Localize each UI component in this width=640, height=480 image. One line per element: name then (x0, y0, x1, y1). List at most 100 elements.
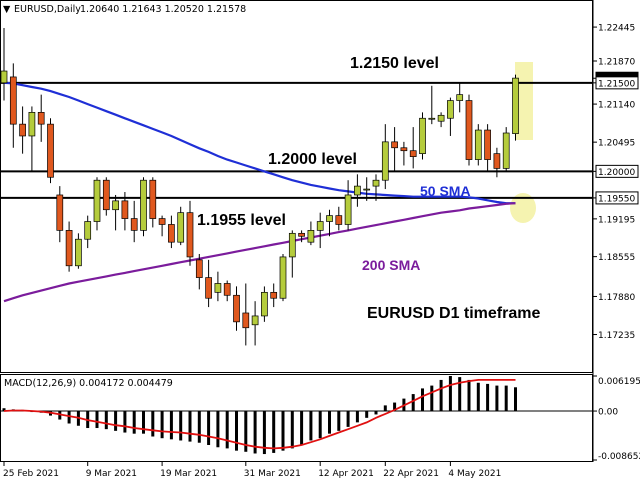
macd-histogram-bar (169, 411, 173, 440)
macd-histogram-bar (179, 411, 183, 441)
bull-candle-body (93, 179, 101, 222)
price-tick-label: 1.18555 (598, 253, 635, 263)
bull-candle-body (214, 283, 222, 293)
price-tick-label: 1.21140 (598, 101, 635, 111)
macd-histogram-bar (197, 411, 201, 443)
macd-histogram-bar (504, 385, 508, 412)
bear-candle-body (400, 147, 408, 152)
bull-candle-body (251, 315, 259, 326)
macd-histogram-bar (439, 379, 443, 412)
bear-candle-body (223, 283, 231, 296)
sma200-line (3, 202, 516, 303)
bull-candle-body (307, 230, 315, 243)
time-tick-label: 12 Apr 2021 (318, 469, 374, 479)
level-label-12150: 1.2150 level (350, 55, 439, 72)
macd-histogram-bar (67, 411, 71, 424)
macd-histogram-bar (383, 405, 387, 412)
bull-candle-body (288, 232, 296, 258)
bull-candle-body (372, 179, 380, 187)
macd-tick-label: 0.00 (598, 408, 618, 418)
timeframe-annotation: EURUSD D1 timeframe (367, 305, 540, 322)
macd-histogram-bar (272, 411, 276, 453)
macd-histogram-bar (514, 387, 517, 412)
macd-histogram-bar (235, 411, 238, 451)
price-tag-box (595, 76, 639, 90)
macd-histogram-bar (225, 411, 229, 449)
highlight-last-candle (515, 62, 533, 140)
bull-candle-body (279, 256, 287, 299)
macd-histogram-bar (318, 411, 322, 439)
bull-candle-body (437, 114, 445, 122)
bear-candle-body (186, 212, 194, 258)
price-tick-label: 1.17880 (598, 293, 635, 303)
time-tick-label: 9 Mar 2021 (86, 469, 137, 479)
macd-histogram-bar (95, 411, 99, 429)
macd-histogram-bar (253, 411, 257, 454)
bear-candle-body (9, 76, 17, 125)
highlight-sma-cross (510, 193, 536, 223)
macd-histogram-bar (188, 411, 192, 442)
bull-candle-body (0, 70, 8, 84)
bear-candle-body (242, 312, 250, 329)
bear-candle-body (205, 277, 212, 299)
bear-candle-body (465, 100, 473, 160)
price-tick-label: 1.20495 (598, 139, 635, 149)
macd-histogram-bar (104, 411, 108, 430)
macd-histogram-bar (142, 411, 145, 434)
bull-candle-body (112, 200, 119, 211)
bull-candle-body (28, 112, 36, 137)
bull-candle-body (502, 132, 510, 169)
price-tick-label: 1.21870 (598, 58, 635, 68)
macd-histogram-bar (355, 411, 359, 423)
bear-candle-body (121, 200, 129, 219)
bull-candle-body (447, 100, 454, 119)
bear-candle-body (168, 224, 175, 243)
symbol-label: EURUSD,Daily (14, 4, 81, 15)
macd-histogram-bar (151, 411, 155, 437)
price-tick-label: 1.19195 (598, 215, 635, 225)
macd-histogram-bar (486, 383, 490, 412)
macd-histogram-bar (337, 411, 341, 431)
bear-candle-body (47, 123, 54, 178)
macd-histogram-bar (290, 411, 294, 449)
bull-candle-body (456, 94, 464, 101)
bear-candle-body (335, 215, 343, 225)
macd-histogram-bar (421, 388, 424, 412)
macd-histogram-bar (411, 394, 415, 412)
bull-candle-body (363, 188, 371, 191)
macd-histogram-bar (281, 411, 285, 451)
macd-histogram-bar (300, 411, 304, 445)
macd-histogram-bar (328, 411, 331, 434)
macd-histogram-bar (262, 411, 266, 455)
macd-histogram-bar (160, 411, 164, 439)
bear-candle-body (149, 179, 157, 219)
sma200-label: 200 SMA (362, 257, 420, 273)
sma50-line (3, 81, 516, 205)
price-tick-label: 1.17235 (598, 331, 635, 341)
bear-candle-body (102, 179, 110, 211)
bull-candle-body (474, 129, 482, 160)
bear-candle-body (130, 218, 138, 231)
macd-histogram-bar (374, 411, 378, 415)
collapse-arrow-icon[interactable]: ▼ (3, 4, 11, 15)
macd-signal-line (3, 378, 516, 450)
bull-candle-body (75, 238, 82, 267)
macd-histogram-bar (476, 382, 480, 412)
macd-histogram-bar (346, 411, 350, 427)
macd-histogram-bar (495, 385, 499, 412)
ohlc-readout: 1.20640 1.21643 1.20520 1.21578 (80, 4, 246, 15)
bull-candle-body (140, 179, 147, 231)
macd-histogram-bar (458, 377, 462, 412)
bull-candle-body (84, 221, 92, 240)
bull-candle-body (326, 215, 333, 222)
bull-candle-body (261, 291, 268, 317)
bull-candle-body (316, 221, 324, 231)
price-tag-box (595, 164, 639, 178)
bull-candle-body (381, 141, 389, 181)
macd-tick-label: -0.008652 (598, 452, 640, 462)
bear-candle-body (65, 230, 73, 267)
price-tick-label: 1.22445 (598, 24, 635, 34)
macd-tick-label: 0.006195 (598, 377, 640, 387)
macd-histogram-bar (114, 411, 118, 431)
bear-candle-body (56, 194, 64, 231)
